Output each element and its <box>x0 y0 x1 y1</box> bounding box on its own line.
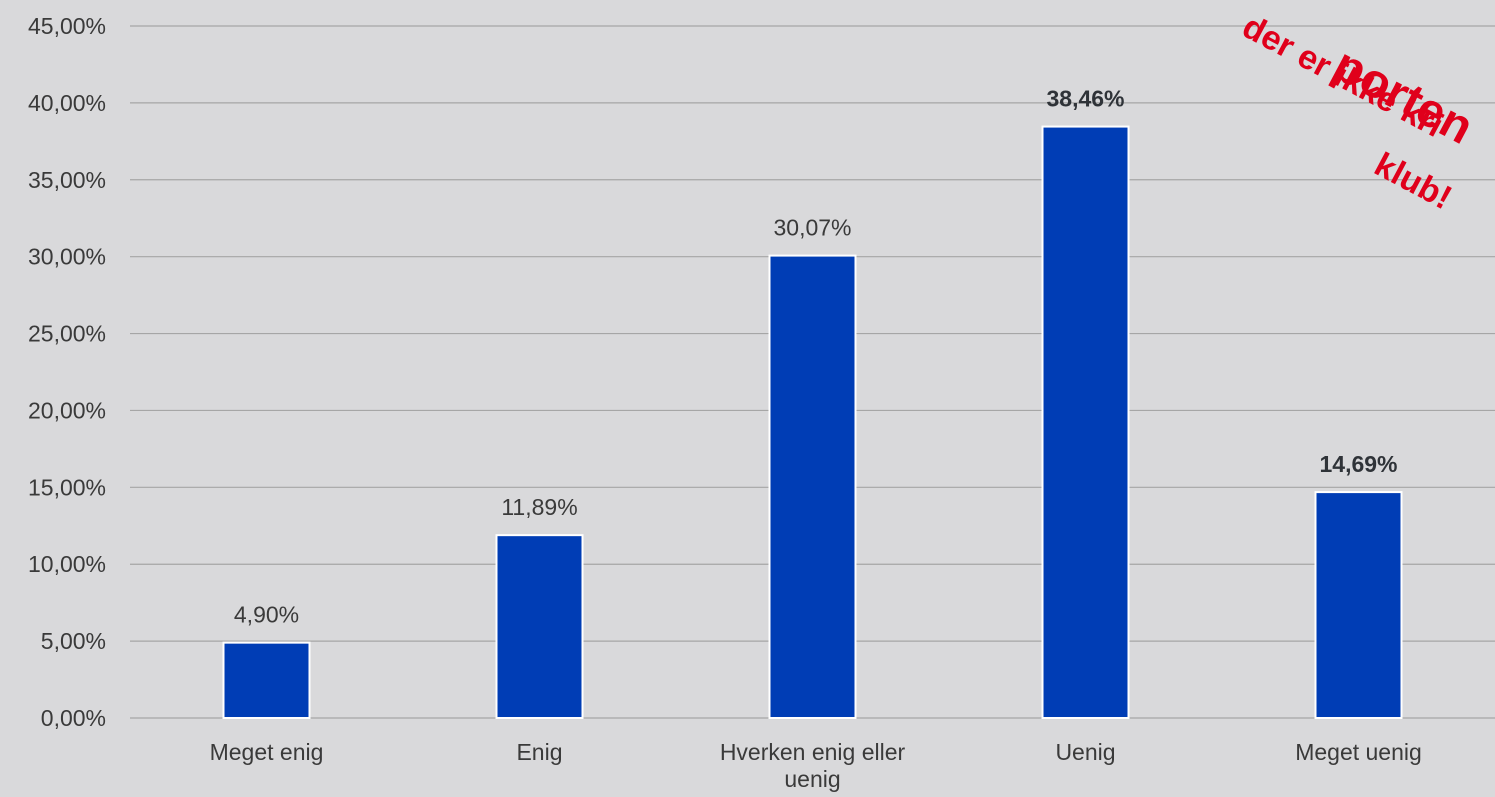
y-tick-label: 40,00% <box>28 90 106 116</box>
data-label: 30,07% <box>773 215 851 241</box>
data-labels: 4,90% 11,89% 30,07% 38,46% 14,69% <box>234 86 1398 628</box>
bar <box>768 254 857 720</box>
y-tick-label: 5,00% <box>41 628 106 654</box>
y-tick-label: 30,00% <box>28 244 106 270</box>
data-label: 38,46% <box>1046 86 1124 112</box>
y-tick-label: 20,00% <box>28 397 106 423</box>
category-label: Meget uenig <box>1295 739 1422 765</box>
category-label: Uenig <box>1055 739 1115 765</box>
data-label: 11,89% <box>501 494 577 520</box>
y-tick-label: 45,00% <box>28 13 106 39</box>
category-label: Meget enig <box>210 739 324 765</box>
data-label: 4,90% <box>234 602 299 628</box>
data-label: 14,69% <box>1319 451 1397 477</box>
y-tick-label: 15,00% <box>28 474 106 500</box>
bar <box>495 534 584 719</box>
y-tick-label: 25,00% <box>28 321 106 347</box>
stamp-line-3: klub! <box>1368 146 1458 218</box>
category-label: uenig <box>784 766 840 792</box>
y-tick-label: 0,00% <box>41 705 106 731</box>
rubber-stamp-overlay: porten der er ikke kri klub! <box>1236 8 1481 218</box>
bar <box>1041 125 1130 719</box>
bar <box>222 641 311 719</box>
y-tick-label: 10,00% <box>28 551 106 577</box>
category-label: Enig <box>516 739 562 765</box>
bar <box>1314 491 1403 719</box>
category-label: Hverken enig eller <box>720 739 906 765</box>
bars <box>222 125 1403 720</box>
y-tick-label: 35,00% <box>28 167 106 193</box>
y-axis-ticks: 0,00% 5,00% 10,00% 15,00% 20,00% 25,00% 30,00%… <box>28 13 106 731</box>
